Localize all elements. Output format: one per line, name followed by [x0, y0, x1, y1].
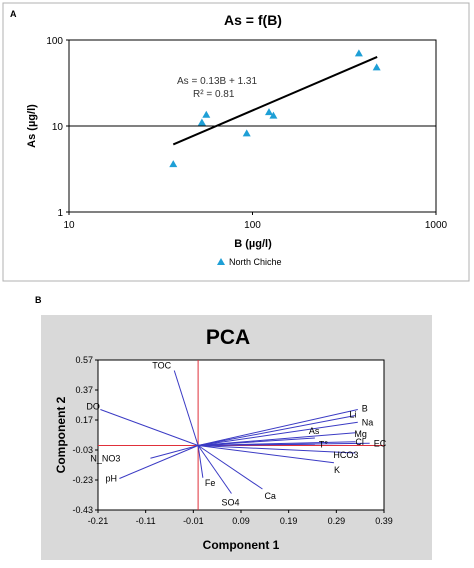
- chart-a-title: As = f(B): [224, 12, 282, 28]
- pca-vector: [100, 409, 199, 446]
- pca-y-tick-label: 0.57: [75, 355, 93, 365]
- pca-y-tick-label: -0.43: [72, 505, 93, 515]
- pca-x-tick-label: 0.29: [328, 516, 346, 526]
- pca-variable-label: K: [334, 465, 340, 475]
- panel-b-label: B: [35, 295, 42, 305]
- chart-a-equation: As = 0.13B + 1.31: [177, 76, 257, 87]
- pca-y-tick-label: -0.03: [72, 445, 93, 455]
- pca-variable-label: TOC: [152, 361, 171, 371]
- chart-a-points: [169, 49, 381, 168]
- legend-label: North Chiche: [229, 257, 282, 267]
- pca-variable-label: Mg: [354, 429, 367, 439]
- pca-variable-label: Ca: [264, 491, 276, 501]
- pca-vector: [198, 442, 370, 446]
- chart-a-y-axis-label: As (µg/l): [26, 104, 38, 148]
- chart-a-point: [197, 118, 206, 126]
- pca-variable-label: SO4: [221, 498, 239, 508]
- chart-a-point: [242, 129, 251, 137]
- pca-variable-label: DO: [86, 402, 100, 412]
- pca-variable-label: Na: [362, 417, 374, 427]
- pca-variable-label: HCO3: [333, 450, 358, 460]
- pca-y-tick-label: 0.37: [75, 385, 93, 395]
- pca-vector: [198, 437, 315, 446]
- chart-a-point: [269, 111, 278, 119]
- pca-vector: [197, 409, 358, 446]
- pca-variable-label: B: [362, 404, 368, 414]
- chart-a-point: [264, 108, 273, 116]
- pca-vector: [150, 445, 199, 459]
- pca-vector: [198, 445, 335, 464]
- chart-a-legend: North Chiche: [217, 257, 282, 267]
- pca-x-tick-label: -0.01: [183, 516, 204, 526]
- pca-y-tick-labels: 0.57 0.37 0.17 -0.03 -0.23 -0.43: [72, 355, 98, 515]
- pca-variable-labels: TOC DO B Li Na Mg As T° Cl EC HCO3 K N_NO3 pH Fe SO4 Ca: [86, 361, 386, 508]
- chart-a-trendline: [172, 56, 378, 146]
- pca-x-tick-label: 0.09: [232, 516, 250, 526]
- pca-vector: [197, 445, 204, 478]
- pca-y-tick-label: 0.17: [75, 415, 93, 425]
- pca-x-axis-label: Component 1: [203, 538, 280, 552]
- pca-x-tick-label: 0.19: [280, 516, 298, 526]
- pca-variable-label: Cl: [355, 437, 364, 447]
- chart-a-x-tick-label: 100: [244, 220, 261, 231]
- pca-variable-label: EC: [374, 438, 387, 448]
- chart-a-y-tick-label: 1: [57, 208, 63, 219]
- chart-a-point: [372, 63, 381, 71]
- pca-vector: [198, 445, 356, 454]
- pca-y-axis-label: Component 2: [54, 396, 68, 473]
- pca-vector: [198, 415, 356, 446]
- pca-variable-label: Li: [349, 410, 356, 420]
- pca-variable-label: pH: [105, 474, 117, 484]
- pca-title: PCA: [206, 326, 250, 349]
- chart-a-x-tick-label: 10: [63, 220, 75, 231]
- pca-x-tick-labels: -0.21 -0.11 -0.01 0.09 0.19 0.29 0.39: [88, 510, 393, 526]
- pca-vector: [119, 445, 199, 479]
- pca-x-tick-label: -0.21: [88, 516, 109, 526]
- pca-variable-label: N_NO3: [90, 453, 120, 463]
- chart-a-point: [354, 49, 363, 57]
- pca-y-tick-label: -0.23: [72, 475, 93, 485]
- chart-a-point: [202, 110, 211, 118]
- panel-b: B PCA TOC DO B Li Na Mg As T° Cl EC HCO3 K N_NO3 pH Fe…: [35, 295, 432, 560]
- pca-vectors: [100, 370, 370, 494]
- pca-x-tick-label: -0.11: [136, 516, 156, 526]
- pca-vector: [197, 445, 263, 490]
- chart-a-y-tick-label: 100: [46, 36, 63, 47]
- pca-variable-label: Fe: [205, 478, 216, 488]
- chart-a-x-tick-labels: 10 100 1000: [63, 212, 448, 231]
- pca-variable-label: As: [309, 426, 320, 436]
- pca-plot-area: [97, 359, 385, 511]
- chart-a-r-squared: R² = 0.81: [193, 89, 235, 100]
- pca-vector: [198, 421, 358, 446]
- pca-vector: [197, 445, 232, 494]
- chart-a-x-axis-label: B (µg/l): [234, 238, 272, 250]
- pca-x-tick-label: 0.39: [375, 516, 393, 526]
- pca-variable-label: T°: [319, 439, 328, 449]
- chart-a-x-tick-label: 1000: [425, 220, 448, 231]
- chart-a-point: [169, 160, 178, 168]
- legend-triangle-icon: [217, 258, 225, 265]
- panel-a-label: A: [10, 9, 17, 19]
- pca-vector: [173, 370, 199, 446]
- chart-a-y-tick-label: 10: [52, 122, 64, 133]
